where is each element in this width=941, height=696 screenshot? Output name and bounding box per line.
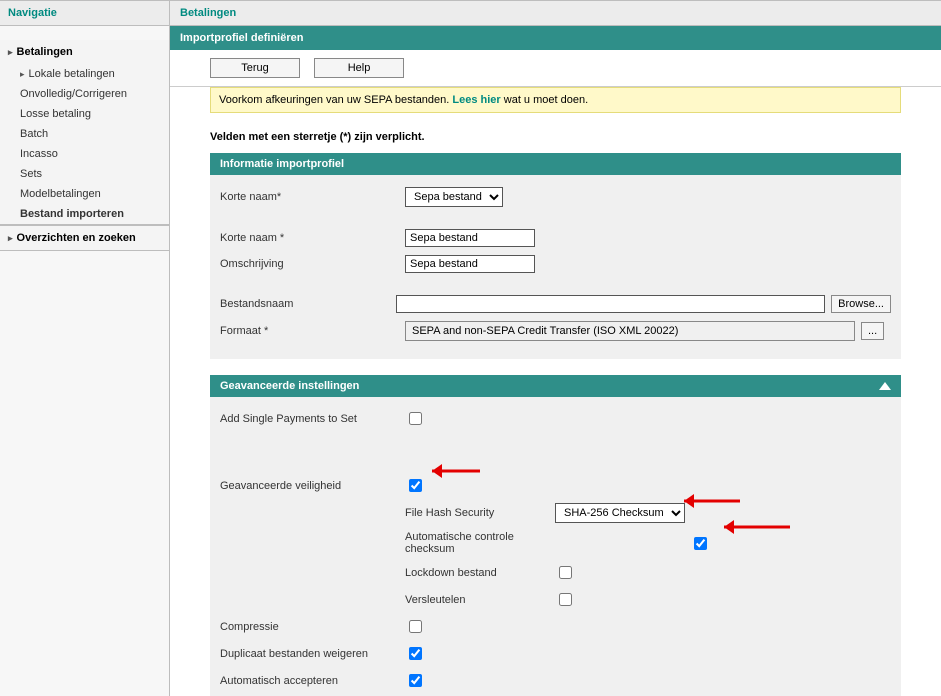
sidebar-section-betalingen[interactable]: Betalingen xyxy=(0,40,169,64)
toolbar: Terug Help xyxy=(170,50,941,87)
help-button[interactable]: Help xyxy=(314,58,404,78)
label-file-hash: File Hash Security xyxy=(405,507,555,519)
lockdown-checkbox[interactable] xyxy=(559,566,572,579)
label-filename: Bestandsnaam xyxy=(220,298,396,310)
short-name-input[interactable] xyxy=(405,229,535,247)
label-advanced-security: Geavanceerde veiligheid xyxy=(220,480,405,492)
label-lockdown: Lockdown bestand xyxy=(405,567,555,579)
panel-header-advanced[interactable]: Geavanceerde instellingen xyxy=(210,375,901,397)
sidebar-item-onvolledig[interactable]: Onvolledig/Corrigeren xyxy=(0,84,169,104)
add-single-checkbox[interactable] xyxy=(409,412,422,425)
sidebar-item-batch[interactable]: Batch xyxy=(0,124,169,144)
sidebar-item-incasso[interactable]: Incasso xyxy=(0,144,169,164)
sidebar-item-bestand-importeren[interactable]: Bestand importeren xyxy=(0,204,169,224)
short-name-select[interactable]: Sepa bestand xyxy=(405,187,503,207)
tab-betalingen[interactable]: Betalingen xyxy=(170,0,941,26)
sidebar-item-losse-betaling[interactable]: Losse betaling xyxy=(0,104,169,124)
mandatory-note: Velden met een sterretje (*) zijn verpli… xyxy=(210,131,901,143)
label-reject-dup: Duplicaat bestanden weigeren xyxy=(220,648,405,660)
reject-dup-checkbox[interactable] xyxy=(409,647,422,660)
back-button[interactable]: Terug xyxy=(210,58,300,78)
notice-link[interactable]: Lees hier xyxy=(452,94,500,106)
sidebar-item-modelbetalingen[interactable]: Modelbetalingen xyxy=(0,184,169,204)
format-display: SEPA and non-SEPA Credit Transfer (ISO X… xyxy=(405,321,855,341)
label-short-name-input: Korte naam * xyxy=(220,232,405,244)
description-input[interactable] xyxy=(405,255,535,273)
collapse-icon xyxy=(879,382,891,390)
label-auto-accept: Automatisch accepteren xyxy=(220,675,405,687)
label-short-name-select: Korte naam* xyxy=(220,191,405,203)
encrypt-checkbox[interactable] xyxy=(559,593,572,606)
advanced-security-checkbox[interactable] xyxy=(409,479,422,492)
auto-accept-checkbox[interactable] xyxy=(409,674,422,687)
auto-checksum-checkbox[interactable] xyxy=(694,537,707,550)
label-encrypt: Versleutelen xyxy=(405,594,555,606)
label-format: Formaat * xyxy=(220,325,405,337)
format-picker-button[interactable]: ... xyxy=(861,322,884,340)
sidebar: Navigatie Betalingen Lokale betalingen O… xyxy=(0,0,170,696)
sidebar-item-sets[interactable]: Sets xyxy=(0,164,169,184)
main: Betalingen Importprofiel definiëren Teru… xyxy=(170,0,941,696)
panel-header-info: Informatie importprofiel xyxy=(210,153,901,175)
sidebar-item-lokale-betalingen[interactable]: Lokale betalingen xyxy=(0,64,169,84)
sidebar-section-overzichten[interactable]: Overzichten en zoeken xyxy=(0,226,169,250)
sidebar-title: Navigatie xyxy=(0,0,169,26)
label-auto-checksum: Automatische controle checksum xyxy=(405,531,555,555)
file-hash-select[interactable]: SHA-256 Checksum xyxy=(555,503,685,523)
label-compress: Compressie xyxy=(220,621,405,633)
label-add-single: Add Single Payments to Set xyxy=(220,413,405,425)
sepa-notice: Voorkom afkeuringen van uw SEPA bestande… xyxy=(210,87,901,113)
label-description: Omschrijving xyxy=(220,258,405,270)
filename-input[interactable] xyxy=(396,295,825,313)
browse-button[interactable]: Browse... xyxy=(831,295,891,313)
compress-checkbox[interactable] xyxy=(409,620,422,633)
page-title: Importprofiel definiëren xyxy=(170,26,941,50)
